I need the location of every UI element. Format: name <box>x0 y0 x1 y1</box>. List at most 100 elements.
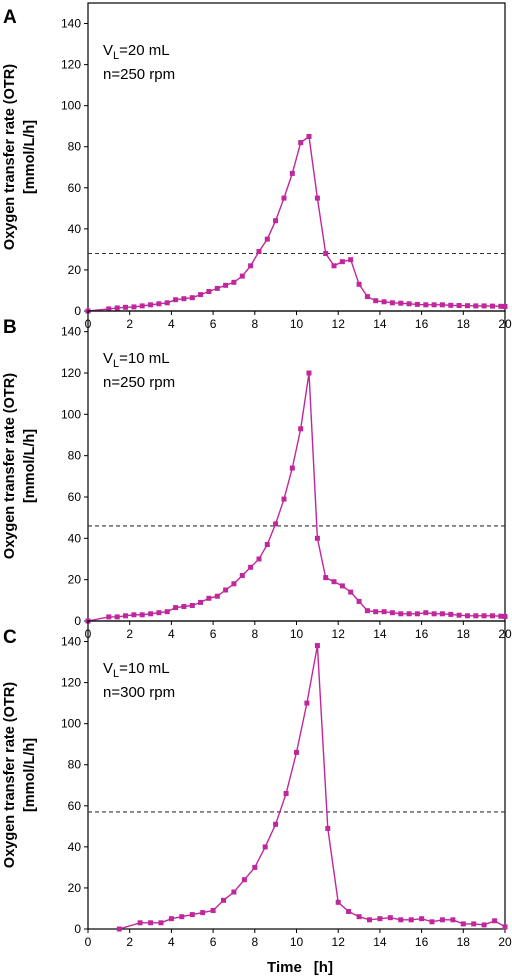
data-point <box>314 195 320 201</box>
data-point <box>256 556 262 562</box>
data-point <box>490 613 495 619</box>
data-point <box>148 920 154 926</box>
x-tick-label: 12 <box>332 935 346 949</box>
data-point <box>502 924 508 930</box>
data-point <box>164 609 170 615</box>
data-point <box>414 301 420 307</box>
data-point <box>198 599 204 605</box>
data-point <box>406 301 412 307</box>
data-point <box>423 610 429 616</box>
data-point <box>123 304 128 310</box>
x-tick-label: 4 <box>168 935 175 949</box>
x-tick-label: 0 <box>85 935 92 949</box>
data-point <box>465 613 470 619</box>
x-tick-label: 12 <box>332 627 346 641</box>
y-tick-label: 100 <box>61 717 81 731</box>
data-point <box>289 170 295 176</box>
x-tick-label: 4 <box>168 317 175 331</box>
data-point <box>248 263 254 269</box>
volume-subscript: L <box>113 50 119 62</box>
y-tick-label: 80 <box>68 758 82 772</box>
data-point <box>264 236 270 242</box>
data-point <box>139 612 145 618</box>
data-point <box>398 300 404 306</box>
data-point <box>381 609 387 615</box>
x-tick-label: 16 <box>415 627 429 641</box>
panel-letter: C <box>3 627 17 648</box>
data-point <box>281 195 287 201</box>
x-tick-label: 14 <box>373 627 387 641</box>
x-axis-title: Time [h] <box>267 959 333 976</box>
data-point <box>164 300 170 306</box>
data-point <box>137 920 143 926</box>
y-axis-label: Oxygen transfer rate (OTR) <box>2 64 18 250</box>
data-point <box>306 370 312 376</box>
x-tick-label: 16 <box>415 935 429 949</box>
data-point <box>481 303 487 309</box>
data-point <box>429 919 435 925</box>
data-point <box>179 914 185 920</box>
data-point <box>116 926 122 932</box>
data-point <box>502 614 508 619</box>
data-point <box>364 608 370 614</box>
y-tick-label: 80 <box>68 449 82 463</box>
data-point <box>123 613 128 619</box>
y-tick-label: 40 <box>68 222 82 236</box>
volume-value: =10 mL <box>119 350 169 367</box>
data-point <box>181 604 187 609</box>
y-tick-label: 0 <box>74 614 81 628</box>
data-point <box>456 303 462 308</box>
x-axis-title-text: Time <box>267 959 302 976</box>
y-tick-label: 140 <box>61 635 81 649</box>
x-tick-label: 10 <box>290 627 304 641</box>
y-axis-label: Oxygen transfer rate (OTR) <box>2 682 18 868</box>
data-point <box>210 908 216 913</box>
data-point <box>323 251 329 256</box>
y-tick-label: 40 <box>68 531 82 545</box>
data-point <box>273 521 279 527</box>
data-point <box>239 273 245 279</box>
data-point <box>248 564 254 570</box>
y-tick-label: 120 <box>61 676 81 690</box>
data-point <box>206 595 212 601</box>
data-point <box>283 791 289 796</box>
y-tick-label: 60 <box>68 181 82 195</box>
data-point <box>492 918 498 924</box>
x-tick-label: 18 <box>457 627 471 641</box>
data-point <box>189 912 195 918</box>
speed-annotation: n=250 rpm <box>103 374 175 391</box>
data-point <box>331 579 337 585</box>
data-point <box>498 613 504 619</box>
x-tick-label: 2 <box>126 627 133 641</box>
y-tick-label: 60 <box>68 799 82 813</box>
data-point <box>114 614 120 620</box>
volume-symbol: V <box>103 42 113 59</box>
y-tick-label: 0 <box>74 304 81 318</box>
y-tick-label: 20 <box>68 263 82 277</box>
panel-a: A Oxygen transfer rate (OTR) [mmol/L/h] 0 20… <box>2 2 512 331</box>
data-point <box>498 303 504 309</box>
data-point <box>289 465 295 471</box>
data-point <box>398 611 404 617</box>
x-tick-label: 6 <box>210 935 217 949</box>
data-point <box>221 897 226 903</box>
volume-value: =20 mL <box>119 42 169 59</box>
y-axis-label: Oxygen transfer rate (OTR) <box>2 373 18 559</box>
x-tick-label: 16 <box>415 317 429 331</box>
x-tick-label: 18 <box>457 317 471 331</box>
volume-annotation: VL=10 mL <box>103 660 170 680</box>
data-point <box>448 302 454 308</box>
data-point <box>406 611 412 617</box>
x-tick-label: 14 <box>373 317 387 331</box>
data-point <box>348 589 354 595</box>
volume-symbol: V <box>103 660 113 677</box>
data-point <box>346 909 352 914</box>
data-point <box>252 864 258 870</box>
data-point <box>323 575 329 581</box>
data-point <box>131 612 137 618</box>
data-point <box>223 587 229 593</box>
data-point <box>281 496 287 502</box>
series-line <box>87 135 506 312</box>
data-point <box>264 542 270 547</box>
